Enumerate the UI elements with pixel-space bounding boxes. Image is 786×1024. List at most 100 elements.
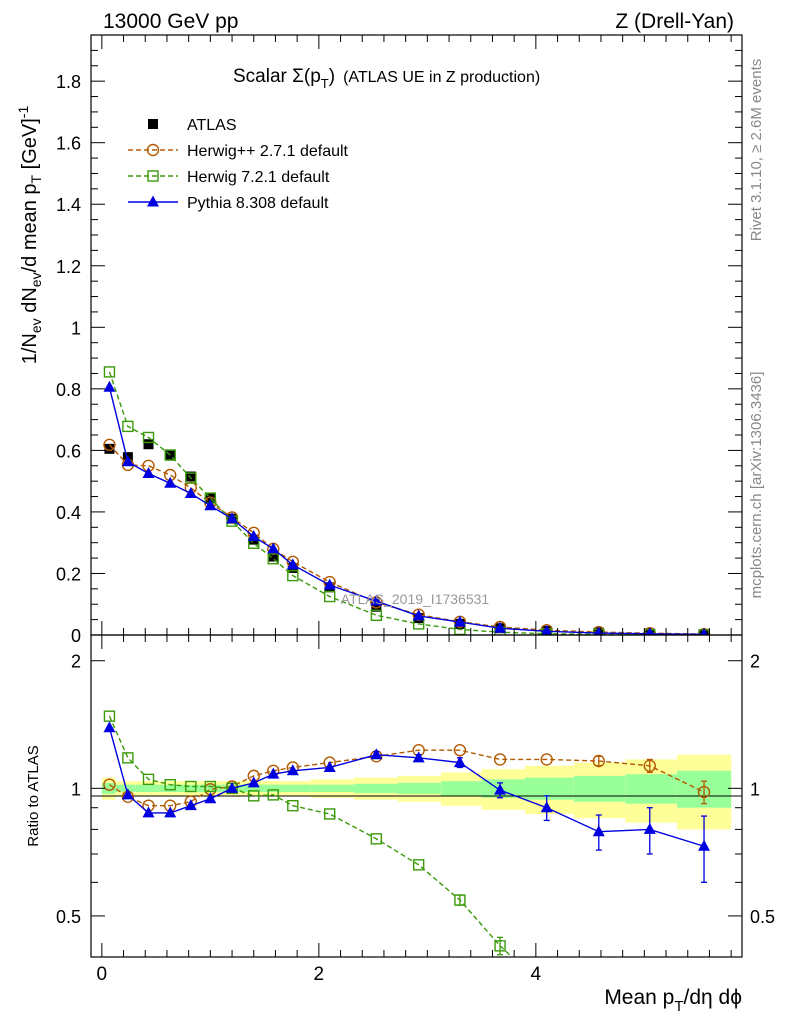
main-point-pythia-8-308-default [184, 486, 197, 498]
main-point-herwig-7-2-1-default [103, 366, 116, 378]
main-point-atlas [165, 450, 176, 461]
ratio-point-pythia-8-308-default [164, 806, 177, 818]
analysis-watermark: ATLAS_2019_I1736531 [341, 591, 490, 607]
ratio-point-herwig-2-7-1-default [643, 759, 656, 773]
x-axis-title: Mean pT/dη dϕ [604, 986, 742, 1015]
main-point-atlas [104, 443, 115, 454]
y-tick-label-main: 1.8 [56, 72, 81, 92]
y-tick-label-ratio-right: 1 [750, 779, 760, 799]
band-stat-bin [283, 784, 311, 793]
main-point-pythia-8-308-default [541, 624, 553, 635]
ratio-point-pythia-8-308-default [121, 788, 134, 800]
legend-marker [147, 195, 159, 207]
header-right: Z (Drell-Yan) [615, 10, 734, 33]
y-tick-label-ratio: 2 [71, 652, 81, 672]
y-tick-label-main: 1.4 [56, 195, 81, 215]
band-stat-bin [481, 779, 525, 798]
band-stat-bin [397, 782, 441, 794]
ratio-point-herwig-7-2-1-default [542, 985, 552, 995]
band-stat-bin [101, 782, 116, 794]
band-stat-bin [625, 774, 677, 804]
main-point-atlas [143, 439, 154, 450]
ratio-point-herwig-7-2-1-default [454, 894, 466, 906]
ratio-point-pythia-8-308-default [103, 721, 116, 733]
legend-label: Herwig++ 2.7.1 default [187, 143, 349, 160]
main-point-pythia-8-308-default [226, 512, 239, 524]
x-tick-label: 4 [531, 964, 542, 985]
header-left: 13000 GeV pp [103, 10, 238, 33]
ratio-point-herwig-7-2-1-default [204, 780, 217, 793]
main-point-herwig-2-7-1-default [103, 438, 116, 452]
ratio-point-pythia-8-308-default [370, 748, 383, 760]
main-point-pythia-8-308-default [370, 594, 383, 606]
main-point-pythia-8-308-default [494, 621, 507, 633]
ratio-point-pythia-8-308-default [286, 764, 299, 776]
side-label-rivet: Rivet 3.1.10, ≥ 2.6M events [748, 59, 765, 242]
main-point-atlas [205, 493, 216, 504]
y-tick-label-main: 1 [71, 318, 81, 338]
ratio-point-pythia-8-308-default [226, 781, 239, 793]
band-stat-bin [573, 775, 626, 802]
ratio-point-pythia-8-308-default [698, 839, 711, 851]
legend-marker [146, 143, 160, 157]
ratio-point-pythia-8-308-default [142, 806, 155, 818]
main-point-pythia-8-308-default [204, 499, 217, 511]
main-point-pythia-8-308-default [267, 542, 280, 554]
ratio-point-herwig-7-2-1-default [103, 710, 116, 722]
y-tick-label-main: 0.2 [56, 564, 81, 584]
legend: ATLAS Herwig++ 2.7.1 default Herwig 7.2.1 … [128, 117, 349, 212]
main-point-herwig-7-2-1-default [164, 449, 176, 461]
ratio-point-pythia-8-308-default [643, 822, 656, 834]
legend-marker [148, 119, 158, 129]
y-tick-label-main: 0.8 [56, 380, 81, 400]
ratio-point-herwig-2-7-1-default [103, 778, 116, 791]
ratio-point-herwig-7-2-1-default [142, 773, 155, 786]
ratio-panel-data [103, 710, 711, 995]
ratio-point-pythia-8-308-default [540, 801, 553, 813]
legend-marker [147, 170, 159, 182]
main-point-herwig-7-2-1-default [185, 472, 197, 484]
chart-title: Scalar Σ(pT) (ATLAS UE in Z production) [233, 66, 540, 91]
band-stat-bin [264, 784, 284, 793]
main-point-pythia-8-308-default [142, 466, 155, 478]
y-tick-label-ratio-right: 0.5 [750, 907, 775, 927]
ratio-point-pythia-8-308-default [494, 783, 507, 795]
band-stat-bin [310, 784, 355, 793]
main-point-pythia-8-308-default [412, 609, 425, 621]
side-label-mcplots: mcplots.cern.ch [arXiv:1306.3436] [748, 372, 765, 599]
y-axis-title-main: 1/Nev dNev/d mean pT [GeV]-1 [15, 106, 44, 365]
ratio-point-herwig-7-2-1-default [185, 780, 197, 793]
y-tick-label-ratio: 1 [71, 779, 81, 799]
ratio-point-herwig-7-2-1-default [164, 778, 176, 791]
ratio-point-pythia-8-308-default [184, 799, 197, 811]
band-stat-bin [158, 784, 181, 793]
main-point-atlas [268, 551, 279, 562]
y-axis-title-ratio: Ratio to ATLAS [25, 745, 42, 846]
band-stat-bin [180, 784, 200, 793]
main-point-atlas [371, 601, 382, 612]
main-point-pythia-8-308-default [323, 578, 336, 590]
x-tick-label: 0 [97, 964, 108, 985]
ratio-point-herwig-7-2-1-default [267, 789, 279, 801]
main-point-pythia-8-308-default [286, 558, 299, 570]
band-stat-bin [354, 783, 398, 793]
main-panel-data [103, 366, 711, 635]
ratio-point-herwig-7-2-1-default [494, 940, 506, 952]
y-tick-label-main: 1.2 [56, 257, 81, 277]
axes: 0 0.2 0.4 0.6 0.8 1 1.2 1.4 1.6 1.8 0 2 4 0.5 0.5 1 1 2 2 [56, 35, 775, 985]
y-tick-label-main: 0.4 [56, 503, 81, 523]
ratio-point-pythia-8-308-default [204, 792, 217, 804]
ratio-line-herwig-7-2-1-default [108, 715, 513, 957]
main-point-pythia-8-308-default [103, 380, 116, 392]
ratio-point-herwig-7-2-1-default [122, 752, 134, 764]
x-tick-label: 2 [314, 964, 325, 985]
band-stat-bin [440, 781, 482, 796]
main-point-herwig-7-2-1-default [324, 590, 336, 603]
y-tick-label-main: 0.6 [56, 441, 81, 461]
ratio-point-herwig-2-7-1-default [540, 753, 553, 766]
ratio-point-pythia-8-308-default [323, 760, 336, 772]
main-point-atlas [185, 471, 196, 482]
main-point-herwig-7-2-1-default [370, 609, 383, 622]
ratio-point-herwig-7-2-1-default [287, 799, 299, 812]
